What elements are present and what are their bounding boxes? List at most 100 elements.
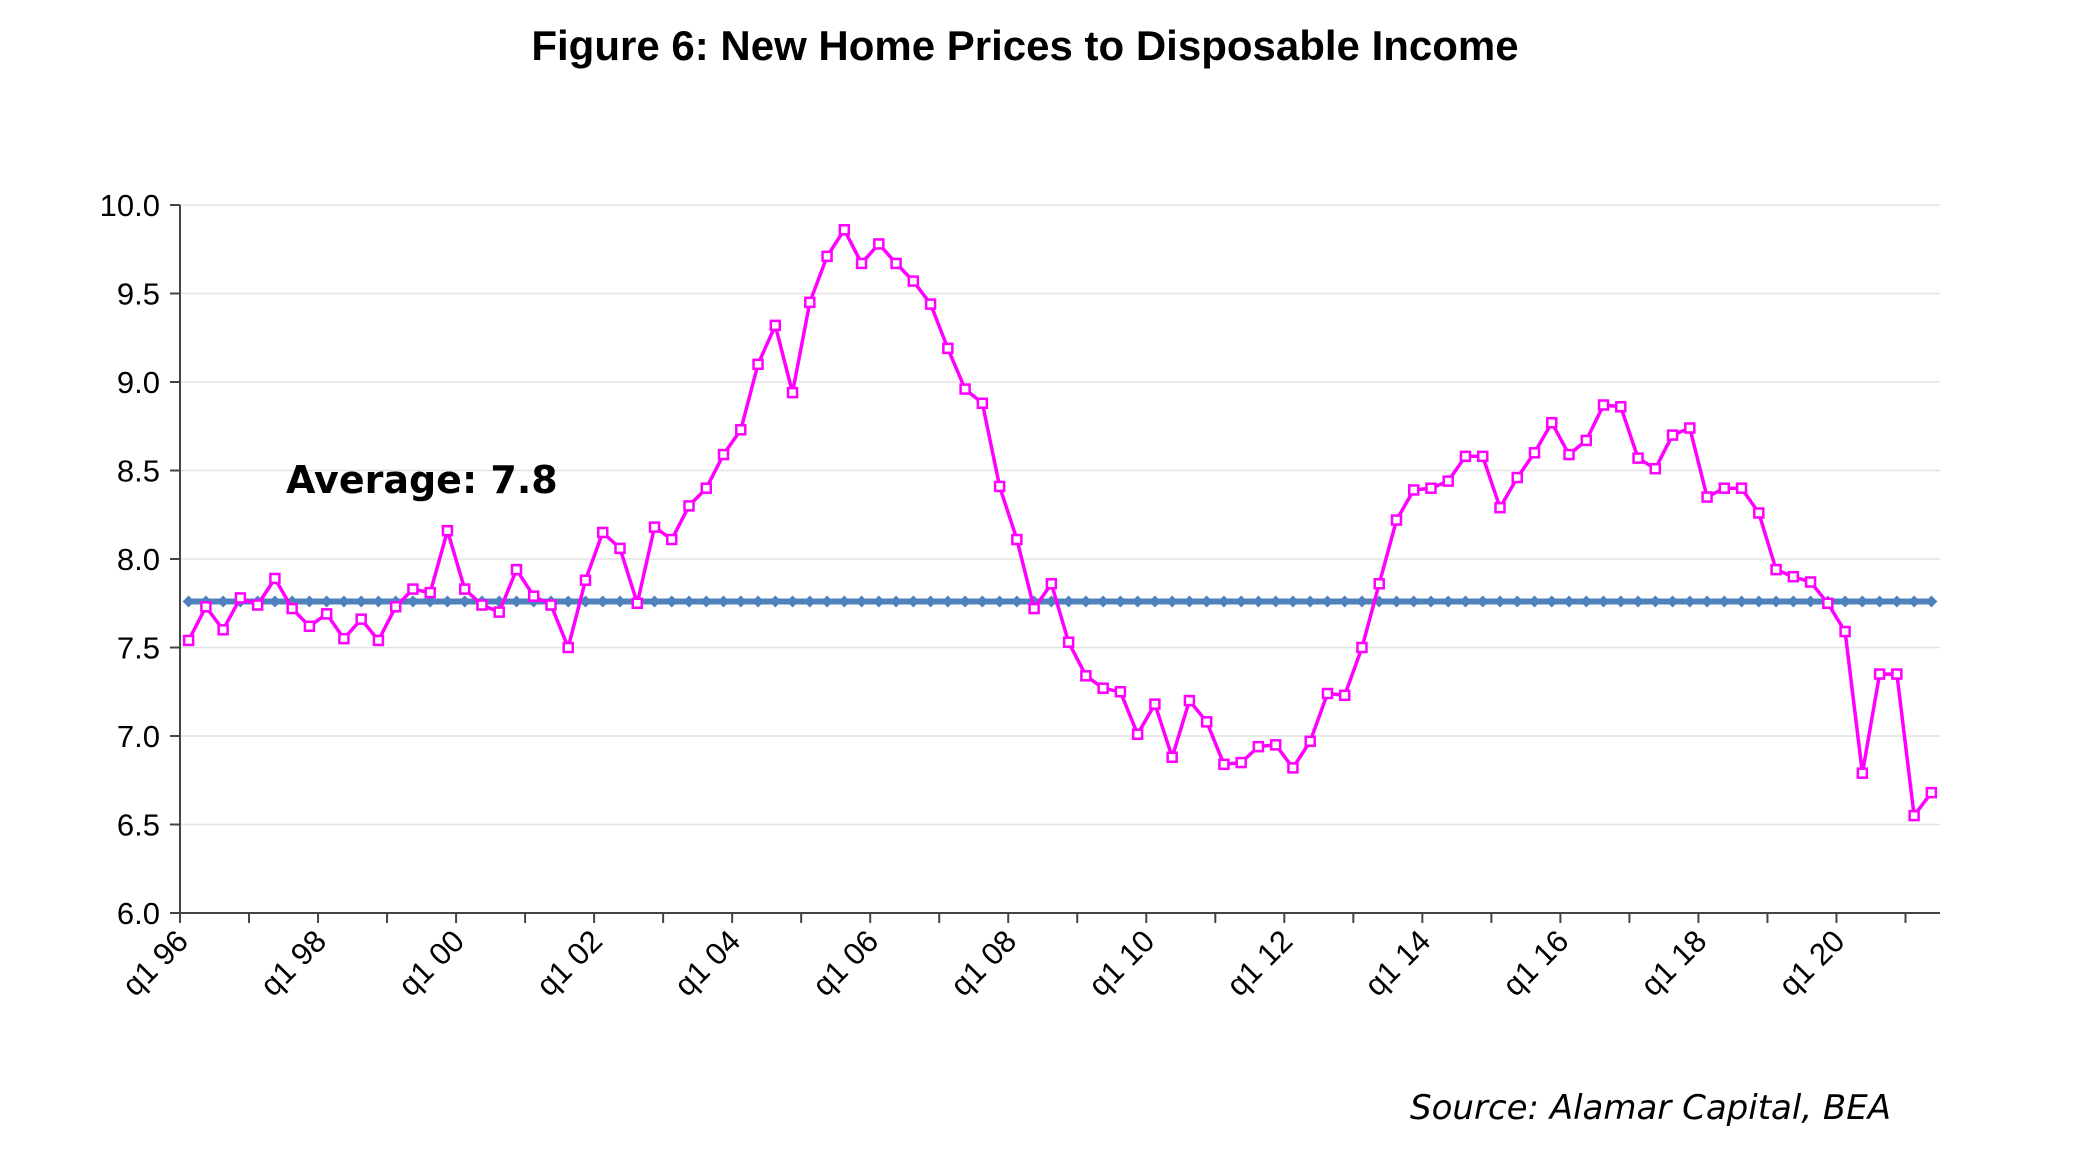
data-point: [1701, 491, 1713, 503]
data-point: [1114, 686, 1127, 698]
average-marker: [510, 595, 523, 608]
data-point: [1494, 501, 1506, 514]
data-point: [1235, 756, 1247, 769]
data-point: [1218, 758, 1230, 771]
y-tick-label: 7.0: [117, 719, 160, 754]
x-tick-label: q1 98: [253, 923, 333, 1003]
average-marker: [1183, 595, 1196, 608]
data-point: [372, 634, 385, 647]
average-marker: [1079, 595, 1092, 608]
data-point: [1131, 728, 1144, 740]
data-point: [1753, 507, 1765, 519]
average-annotation: Average: 7.8: [286, 458, 558, 502]
data-point: [1166, 751, 1178, 763]
data-point: [942, 342, 954, 355]
average-marker: [976, 595, 989, 608]
data-point: [666, 533, 678, 546]
average-marker: [303, 595, 316, 608]
average-marker: [1217, 595, 1230, 608]
data-point: [1839, 625, 1851, 638]
data-point: [1269, 739, 1282, 751]
data-point: [476, 599, 488, 611]
average-marker: [1097, 595, 1110, 608]
data-point: [1407, 484, 1420, 496]
x-tick-label: q1 14: [1358, 923, 1438, 1003]
average-marker: [1770, 595, 1783, 608]
average-marker: [907, 595, 920, 608]
data-point: [389, 601, 402, 613]
x-tick-label: q1 04: [668, 923, 748, 1003]
x-tick-label: q1 96: [115, 923, 195, 1003]
average-marker: [1528, 595, 1541, 608]
y-tick-label: 10.0: [100, 188, 160, 223]
average-marker: [406, 595, 419, 608]
average-marker: [1856, 595, 1869, 608]
average-marker: [562, 595, 575, 608]
average-marker: [1873, 595, 1886, 608]
average-marker: [217, 595, 230, 608]
data-point: [527, 590, 540, 602]
average-marker: [320, 595, 333, 608]
average-marker: [734, 595, 747, 608]
average-marker: [1200, 595, 1213, 608]
data-point: [458, 583, 471, 595]
average-marker: [786, 595, 799, 608]
data-point: [873, 238, 885, 250]
average-marker: [1321, 595, 1334, 608]
data-point: [320, 608, 333, 620]
data-point: [1338, 689, 1351, 702]
average-marker: [838, 595, 851, 608]
average-marker: [1442, 595, 1455, 608]
ratio-line: [187, 228, 1933, 818]
data-point: [1373, 578, 1385, 590]
y-tick-label: 6.0: [117, 896, 160, 931]
average-marker: [614, 595, 626, 608]
average-marker: [1131, 595, 1144, 608]
data-point: [804, 296, 816, 309]
data-point: [735, 424, 747, 436]
average-marker: [1338, 595, 1351, 608]
x-tick-label: q1 12: [1220, 923, 1300, 1003]
x-tick-label: q1 20: [1772, 923, 1852, 1003]
y-tick-label: 8.0: [117, 542, 160, 577]
data-point: [251, 599, 264, 611]
average-marker: [441, 595, 454, 608]
data-point: [1028, 602, 1040, 615]
average-marker: [1476, 595, 1489, 608]
source-note: Source: Alamar Capital, BEA: [1410, 1088, 1891, 1128]
average-marker: [1424, 595, 1437, 608]
data-point: [1459, 450, 1472, 463]
average-marker: [1494, 595, 1506, 608]
data-point: [1097, 682, 1109, 694]
data-point: [1442, 475, 1454, 487]
average-marker: [1804, 595, 1817, 608]
average-marker: [700, 595, 713, 608]
average-marker: [821, 595, 834, 608]
data-point: [286, 602, 298, 615]
data-point: [1287, 762, 1299, 774]
data-point: [1615, 401, 1627, 413]
data-point: [510, 563, 523, 576]
data-point: [303, 620, 316, 633]
data-point: [1632, 452, 1644, 464]
average-marker: [1718, 595, 1731, 608]
data-point: [1563, 448, 1575, 461]
data-point: [1149, 698, 1161, 710]
data-point: [786, 386, 799, 399]
data-point: [1304, 735, 1316, 748]
average-marker: [268, 595, 281, 608]
data-point: [959, 383, 971, 395]
axes: [170, 204, 1940, 923]
data-point: [1804, 576, 1817, 588]
average-marker: [959, 595, 972, 608]
average-marker: [1735, 595, 1748, 608]
average-marker: [1114, 595, 1127, 608]
data-point: [1856, 767, 1869, 779]
data-point: [1252, 740, 1265, 753]
chart-title: Figure 6: New Home Prices to Disposable …: [531, 22, 1519, 69]
data-point: [614, 542, 626, 555]
average-marker: [890, 595, 903, 608]
average-marker: [424, 595, 437, 608]
data-point: [1356, 641, 1368, 654]
x-tick-labels: q1 96 q1 98 q1 00 q1 02 q1 04 q1 06 q1 08 q1 10…: [115, 923, 1851, 1003]
